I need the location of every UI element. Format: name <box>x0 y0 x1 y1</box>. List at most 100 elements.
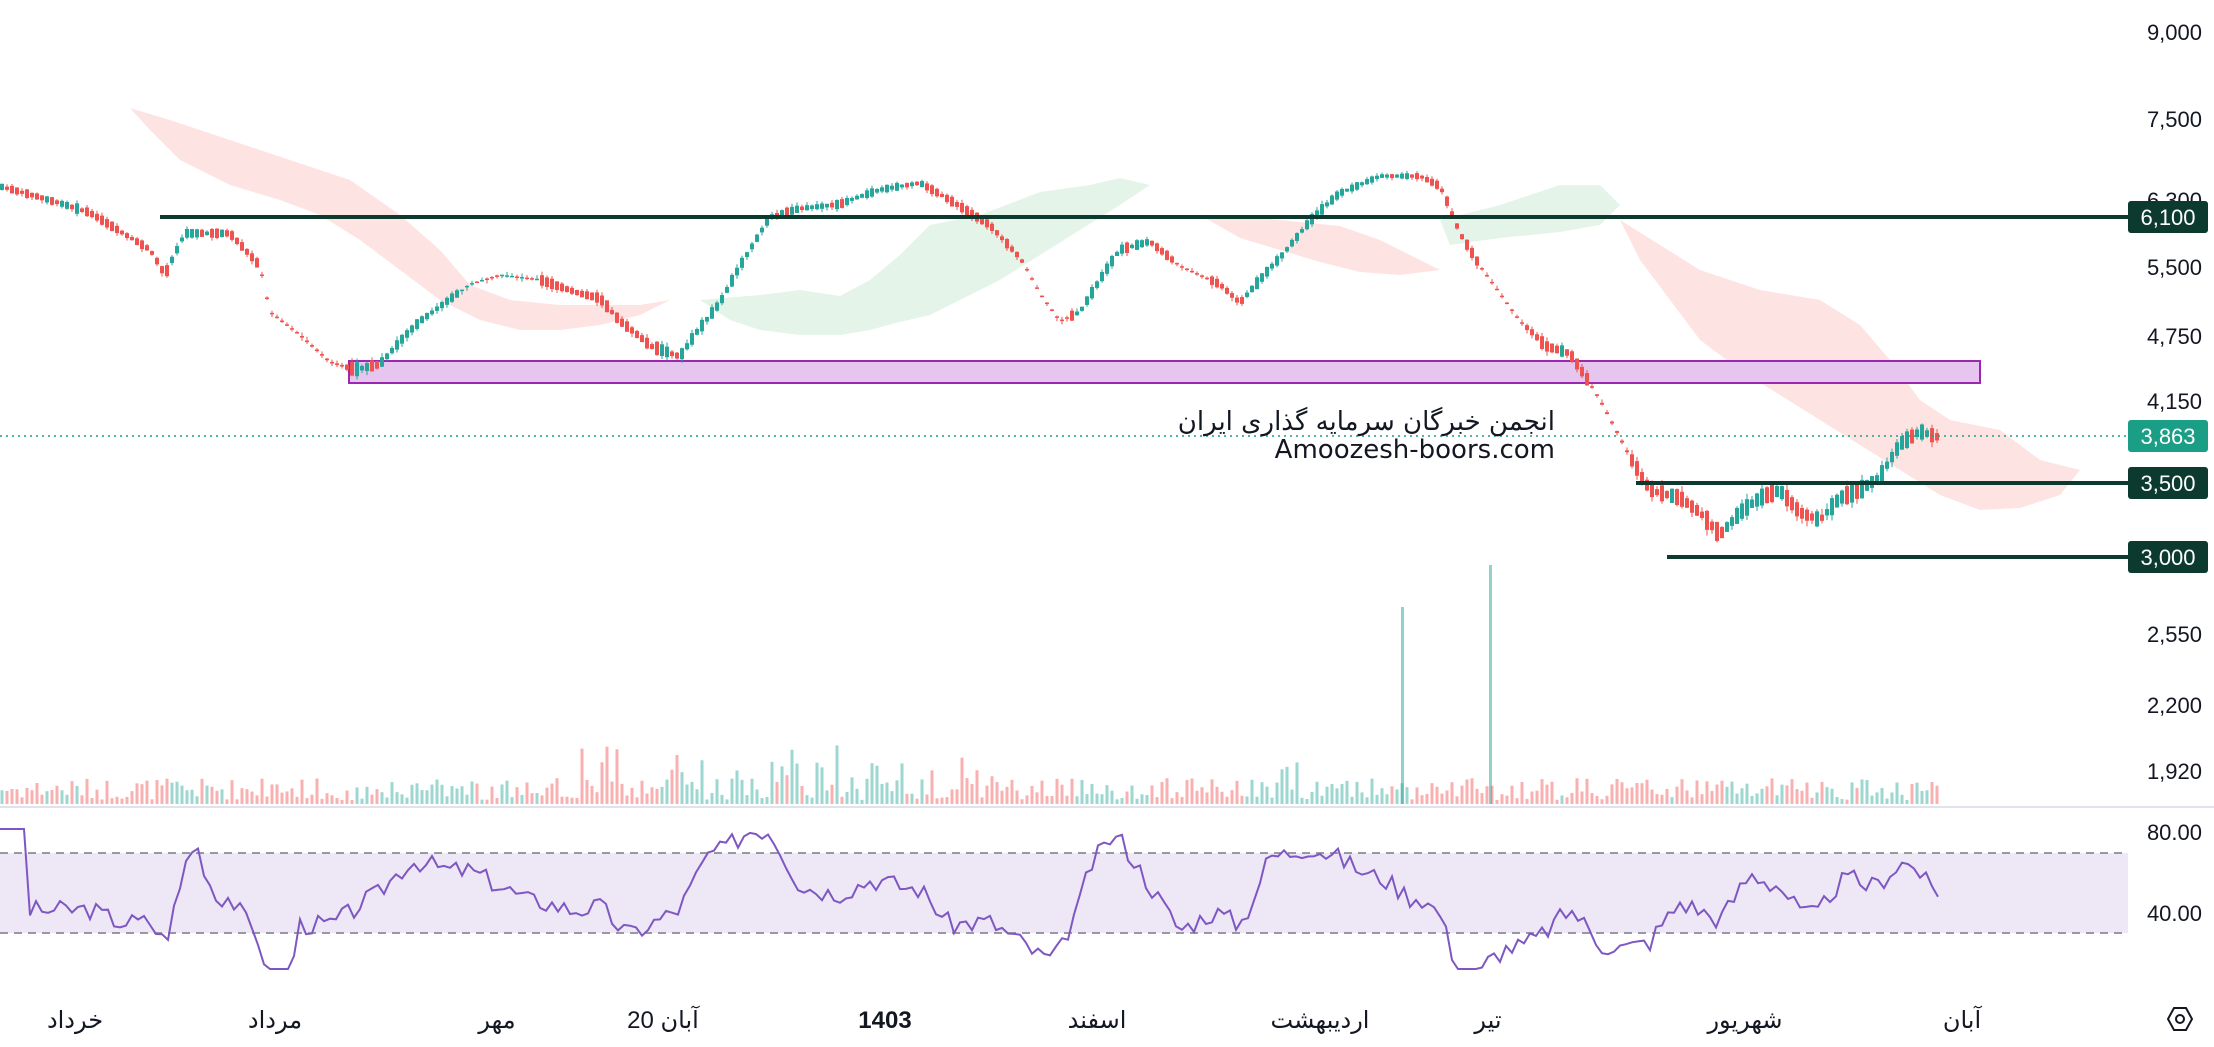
candle <box>1550 343 1554 354</box>
candle <box>430 307 434 316</box>
candle <box>1375 173 1379 182</box>
candle <box>1555 343 1559 354</box>
volume-bar <box>140 784 144 804</box>
candle <box>1290 238 1294 248</box>
volume-bar <box>480 799 484 804</box>
candle <box>135 236 139 246</box>
volume-bar <box>1530 791 1534 804</box>
volume-bar <box>1655 794 1659 804</box>
volume-bar <box>210 786 214 804</box>
candle-body <box>1135 240 1139 250</box>
candle-body <box>1385 174 1389 178</box>
chart-settings-icon[interactable] <box>2166 1007 2194 1031</box>
volume-bar <box>1745 783 1749 804</box>
candle-body <box>940 193 944 197</box>
volume-bar <box>1850 782 1854 804</box>
candle <box>1200 274 1204 279</box>
candle-body <box>1725 522 1729 532</box>
volume-bar <box>995 782 999 804</box>
volume-bar <box>35 782 39 804</box>
candle-body <box>1920 424 1924 440</box>
candle <box>1680 485 1684 509</box>
volume-bar <box>1415 787 1419 804</box>
candle <box>705 316 709 325</box>
candle-body <box>575 289 579 296</box>
candle-body <box>985 219 989 228</box>
candle-body <box>1015 251 1019 258</box>
price-axis[interactable]: 9,000 7,500 6,300 5,500 4,750 4,150 2,55… <box>2147 20 2202 784</box>
candle <box>1810 510 1814 525</box>
volume-bar <box>490 786 494 804</box>
candle <box>1615 430 1619 436</box>
candle-body <box>1685 498 1689 508</box>
candle-body <box>495 275 499 277</box>
candle <box>995 229 999 238</box>
volume-bar <box>1010 779 1014 804</box>
candle-body <box>1915 429 1919 438</box>
volume-bar <box>465 794 469 804</box>
volume-bar <box>1925 790 1929 804</box>
volume-bar <box>245 789 249 804</box>
level-tag-bg <box>2128 541 2208 573</box>
candle <box>1185 268 1189 272</box>
candle <box>935 187 939 198</box>
support-zone[interactable] <box>348 360 1981 384</box>
candle <box>460 289 464 295</box>
volume-bar <box>915 798 919 804</box>
candle <box>1785 484 1789 512</box>
candle <box>895 181 899 192</box>
volume-bar <box>580 748 584 804</box>
volume-bar <box>10 789 14 804</box>
candle <box>350 358 354 377</box>
volume-bar <box>355 787 359 804</box>
candle-body <box>1375 175 1379 179</box>
horizontal-levels[interactable] <box>160 215 2128 559</box>
candle <box>1335 190 1339 202</box>
candle <box>0 183 4 191</box>
candle-body <box>270 312 274 315</box>
candle <box>225 228 229 238</box>
level-tag-3000: 3,000 <box>2128 541 2208 573</box>
volume-bar <box>1790 779 1794 804</box>
candle-body <box>425 312 429 320</box>
rsi-pane[interactable] <box>0 828 2128 970</box>
volume-bar <box>590 785 594 804</box>
candle-body <box>195 229 199 238</box>
volume-bar <box>1015 790 1019 804</box>
volume-bar <box>1760 788 1764 804</box>
candle <box>670 349 674 359</box>
volume-bar <box>410 784 414 804</box>
candle <box>570 286 574 296</box>
candle <box>710 304 714 320</box>
candle-body <box>1800 507 1804 519</box>
candle <box>1105 261 1109 277</box>
candle-body <box>1475 256 1479 266</box>
volume-bar <box>65 794 69 804</box>
volume-bar <box>875 765 879 804</box>
candle <box>1000 234 1004 243</box>
candle <box>155 256 159 267</box>
candle-body <box>345 364 349 370</box>
volume-bar <box>845 791 849 804</box>
volume-bar <box>640 780 644 804</box>
candle-body <box>295 332 299 334</box>
candle-body <box>1515 316 1519 318</box>
candle-body <box>1715 521 1719 542</box>
volume-bar <box>1320 795 1324 804</box>
candle-body <box>335 363 339 366</box>
candle <box>690 329 694 347</box>
candle <box>835 199 839 212</box>
candle-body <box>710 307 714 319</box>
time-axis[interactable]: خرداد مرداد مهر 20 آبان 1403 اسفند اردیبهشت تیر… <box>47 1005 1983 1034</box>
volume-bar <box>1385 794 1389 804</box>
candle <box>930 184 934 197</box>
volume-bar <box>175 781 179 804</box>
volume-bar <box>1620 782 1624 804</box>
candle-body <box>1775 486 1779 497</box>
candle-body <box>1860 479 1864 499</box>
candle-body <box>1645 479 1649 491</box>
candle-body <box>1265 266 1269 277</box>
candle <box>1455 223 1459 230</box>
candle-body <box>255 258 259 268</box>
